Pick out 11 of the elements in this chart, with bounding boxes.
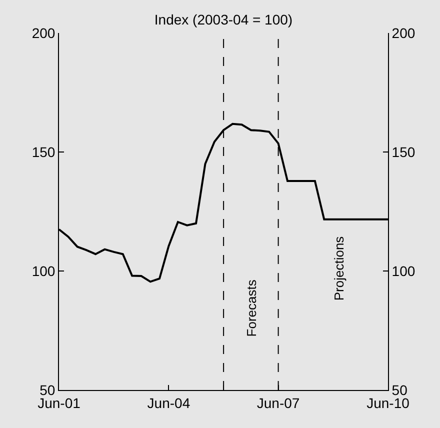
annotation: Projections: [331, 236, 346, 301]
y-tick-label: 200: [32, 24, 56, 41]
x-tick-label: Jun-07: [256, 394, 300, 411]
x-tick-label: Jun-04: [147, 394, 190, 411]
y-tick-label: 150: [32, 144, 56, 160]
y2-tick-label: 200: [392, 24, 416, 41]
chart-title: Index (2003-04 = 100): [154, 11, 293, 28]
annotation: Forecasts: [244, 279, 260, 337]
y2-tick-label: 100: [392, 262, 416, 279]
y-tick-label: 100: [32, 262, 56, 279]
y2-tick-label: 150: [392, 144, 416, 160]
